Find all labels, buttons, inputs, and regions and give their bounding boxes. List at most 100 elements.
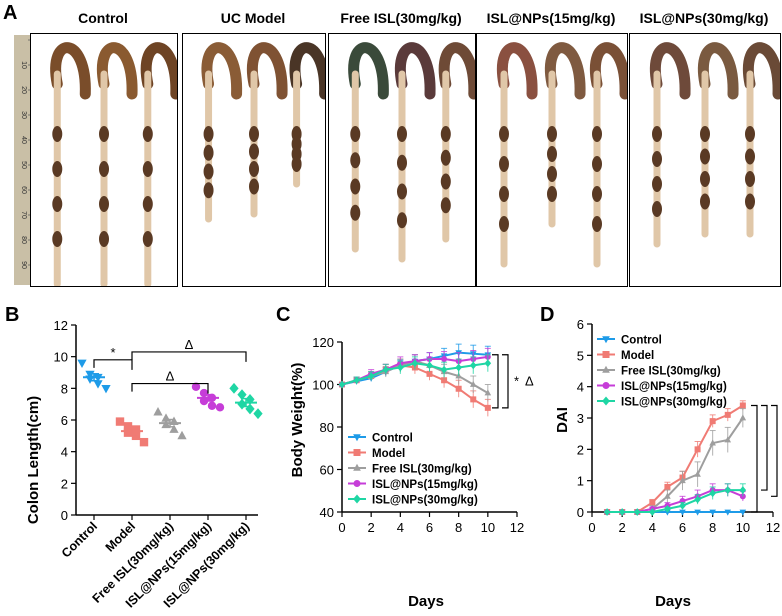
feces-pellet bbox=[499, 216, 509, 232]
c-x-tick-label: 12 bbox=[510, 520, 524, 535]
b-y-tick-label: 8 bbox=[61, 381, 68, 396]
feces-pellet bbox=[397, 126, 407, 142]
c-x-tick-label: 2 bbox=[368, 520, 375, 535]
b-data-point bbox=[85, 370, 95, 380]
cecum bbox=[247, 42, 288, 100]
d-legend-marker bbox=[602, 351, 610, 358]
d-legend-label: Free ISL(30mg/kg) bbox=[621, 366, 721, 378]
ruler-label: 50 bbox=[20, 161, 27, 169]
d-series-line bbox=[607, 404, 744, 513]
feces-pellet bbox=[350, 178, 361, 195]
ruler-label: 60 bbox=[20, 186, 27, 194]
feces-pellet bbox=[652, 126, 662, 142]
d-y-tick-label: 0 bbox=[577, 505, 584, 520]
photo-title-free-isl: Free ISL(30mg/kg) bbox=[340, 10, 462, 26]
c-data-point bbox=[426, 370, 433, 377]
d-series-line bbox=[607, 417, 744, 513]
b-data-point bbox=[207, 401, 217, 410]
cecum bbox=[545, 42, 586, 100]
feces-pellet bbox=[745, 171, 755, 187]
d-x-tick-label: 2 bbox=[619, 520, 626, 535]
d-y-axis-label: DAI bbox=[554, 407, 571, 433]
ruler-label: 90 bbox=[20, 261, 27, 269]
feces-pellet bbox=[499, 126, 509, 142]
photo-title-np30: ISL@NPs(30mg/kg) bbox=[639, 10, 769, 26]
photo-box-model bbox=[182, 33, 326, 287]
panel-letter-d: D bbox=[540, 304, 555, 326]
d-y-tick-label: 3 bbox=[577, 411, 584, 426]
feces-pellet bbox=[142, 231, 153, 247]
feces-pellet bbox=[700, 171, 710, 187]
c-x-tick-label: 10 bbox=[481, 520, 495, 535]
feces-pellet bbox=[652, 201, 662, 217]
feces-pellet bbox=[291, 156, 302, 172]
c-y-tick-label: 60 bbox=[320, 463, 334, 478]
b-y-tick-label: 2 bbox=[61, 476, 68, 491]
b-y-axis-label: Colon Length(cm) bbox=[25, 396, 42, 524]
d-y-tick-label: 1 bbox=[577, 474, 584, 489]
b-data-point bbox=[115, 417, 125, 426]
b-data-point bbox=[253, 408, 263, 420]
cecum bbox=[395, 42, 436, 100]
d-data-point bbox=[664, 504, 671, 513]
c-legend-label: ISL@NPs(30mg/kg) bbox=[372, 495, 478, 507]
d-legend-marker bbox=[602, 365, 610, 373]
d-y-tick-label: 5 bbox=[577, 348, 584, 363]
d-data-point bbox=[709, 439, 716, 446]
feces-pellet bbox=[592, 216, 602, 232]
photo-box-np15 bbox=[476, 33, 628, 287]
b-data-point bbox=[215, 403, 225, 412]
c-data-point bbox=[455, 363, 462, 372]
panel-letter-b: B bbox=[5, 304, 20, 326]
b-data-point bbox=[123, 422, 133, 431]
cecum bbox=[590, 42, 627, 100]
d-series-line bbox=[607, 489, 744, 513]
c-x-axis-label: Days bbox=[408, 593, 444, 610]
cecum bbox=[97, 42, 138, 100]
b-y-tick-label: 12 bbox=[54, 318, 68, 333]
d-data-point bbox=[724, 509, 732, 516]
b-significance-bracket bbox=[93, 359, 133, 370]
feces-pellet bbox=[440, 197, 451, 214]
d-x-tick-label: 6 bbox=[679, 520, 686, 535]
chart-body-weight: Body Weight(%) Days 40 60 80 100 120 0 2 4 6 8 10 1… bbox=[289, 335, 534, 610]
feces-pellet bbox=[203, 144, 214, 161]
b-y-tick-label: 0 bbox=[61, 508, 68, 523]
photo-box-control bbox=[30, 33, 178, 287]
ruler-label: 70 bbox=[20, 211, 27, 219]
feces-pellet bbox=[499, 156, 509, 172]
b-y-tick-label: 4 bbox=[61, 445, 68, 460]
panel-letter-c: C bbox=[276, 304, 291, 326]
c-data-point bbox=[455, 385, 462, 392]
d-x-tick-label: 12 bbox=[766, 520, 780, 535]
d-x-tick-label: 10 bbox=[736, 520, 750, 535]
d-data-point bbox=[679, 477, 686, 484]
d-x-tick-label: 0 bbox=[588, 520, 595, 535]
cecum bbox=[743, 42, 780, 100]
d-data-point bbox=[679, 509, 686, 516]
feces-pellet bbox=[745, 148, 755, 165]
feces-pellet bbox=[249, 161, 259, 177]
b-data-point bbox=[101, 384, 111, 394]
b-data-point bbox=[77, 359, 87, 369]
c-legend-marker bbox=[353, 463, 361, 471]
c-legend-marker bbox=[353, 480, 361, 487]
feces-pellet bbox=[440, 173, 451, 190]
b-data-point bbox=[245, 403, 255, 415]
feces-pellet bbox=[592, 126, 602, 142]
cecum bbox=[140, 42, 177, 100]
c-legend-label: Free ISL(30mg/kg) bbox=[372, 464, 472, 476]
feces-pellet bbox=[203, 163, 214, 180]
c-data-point bbox=[469, 361, 477, 370]
c-data-point bbox=[440, 365, 448, 374]
cecum bbox=[289, 42, 325, 100]
feces-pellet bbox=[203, 182, 214, 199]
c-significance-label: * bbox=[514, 373, 519, 388]
c-x-tick-label: 6 bbox=[426, 520, 433, 535]
cecum bbox=[698, 42, 739, 100]
d-data-point bbox=[694, 509, 701, 516]
d-significance-bracket bbox=[761, 404, 768, 491]
feces-pellet bbox=[547, 126, 557, 142]
c-data-point bbox=[484, 359, 492, 368]
c-legend-label: ISL@NPs(15mg/kg) bbox=[372, 479, 478, 491]
